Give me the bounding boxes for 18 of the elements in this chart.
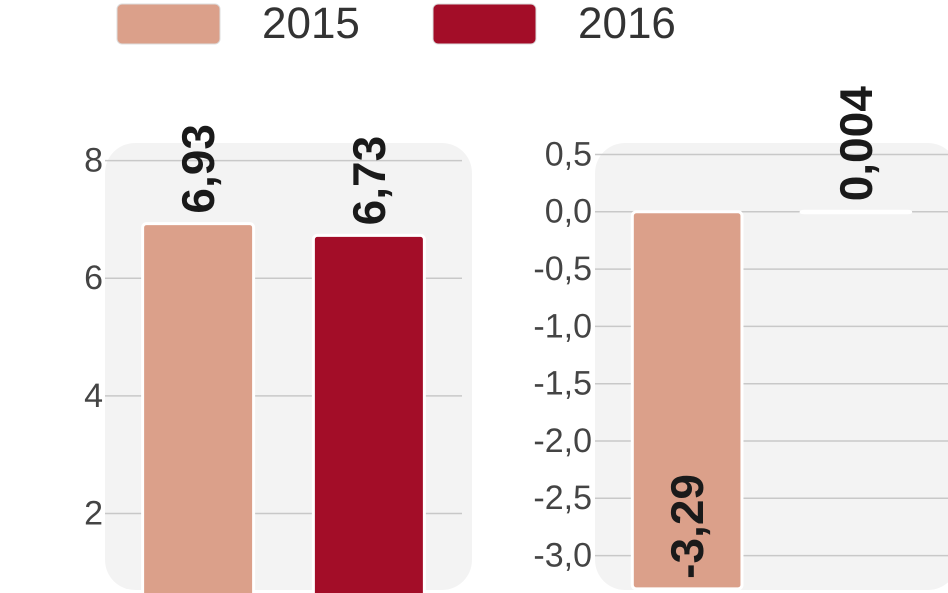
y-tick-label: -0,5	[533, 250, 592, 288]
y-tick-label: 6	[84, 259, 103, 298]
y-tick-label: -2,5	[533, 479, 592, 518]
y-tick-label: 0,5	[544, 135, 592, 174]
y-tick-label: 0,0	[544, 192, 592, 231]
y-tick-label: -3,0	[533, 536, 592, 574]
y-tick-label: -1,0	[533, 307, 592, 346]
y-tick-label: 2	[84, 494, 103, 532]
data-label: -3,29	[661, 474, 714, 579]
data-label: 6,93	[172, 124, 224, 214]
y-tick-label: 8	[84, 142, 103, 180]
y-tick-label: 4	[84, 376, 103, 415]
y-tick-label: -1,5	[533, 364, 592, 403]
data-label: 6,73	[342, 136, 395, 226]
data-label: 0,004	[830, 86, 882, 202]
legend-label: 2016	[578, 0, 676, 48]
y-tick-label: -2,0	[533, 422, 592, 460]
legend-label: 2015	[262, 0, 360, 48]
